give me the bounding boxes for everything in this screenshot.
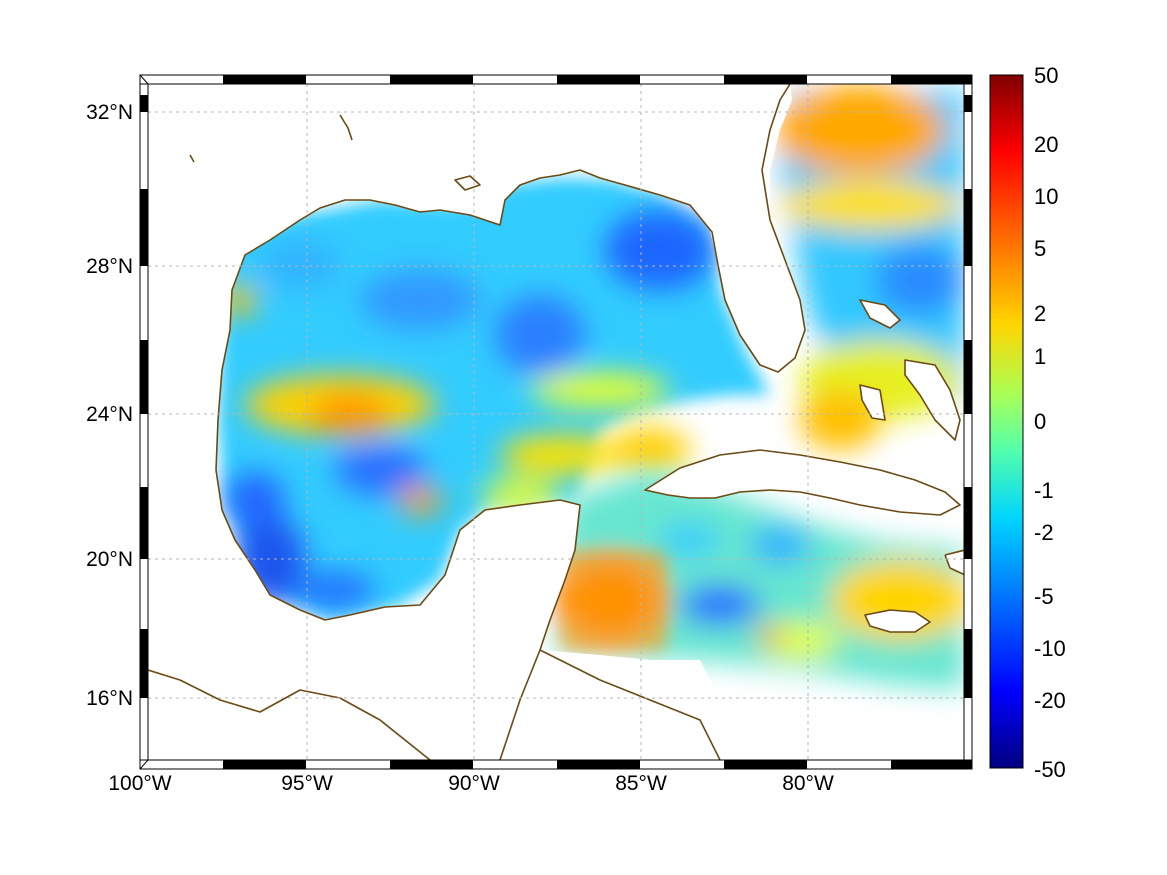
- colorbar-label-neg1: -1: [1034, 478, 1054, 503]
- colorbar-gradient: [989, 74, 1024, 769]
- colorbar: 50 20 10 5 2 1 0 -1 -2 -5 -10 -20 -50: [989, 63, 1066, 782]
- data-field: [218, 85, 964, 690]
- lat-label-32n: 32°N: [86, 101, 133, 124]
- colorbar-label-neg10: -10: [1034, 636, 1066, 661]
- colorbar-label-1: 1: [1034, 344, 1046, 369]
- map-frame: [139, 74, 973, 770]
- coastline: [148, 84, 964, 760]
- colorbar-label-10: 10: [1034, 184, 1058, 209]
- lon-label-90w: 90°W: [448, 772, 500, 795]
- colorbar-label-neg2: -2: [1034, 520, 1054, 545]
- lon-label-80w: 80°W: [782, 772, 834, 795]
- lon-label-85w: 85°W: [615, 772, 667, 795]
- colorbar-label-5: 5: [1034, 236, 1046, 261]
- colorbar-label-neg5: -5: [1034, 584, 1054, 609]
- lat-label-24n: 24°N: [86, 403, 133, 426]
- lon-label-100w: 100°W: [108, 772, 171, 795]
- lat-label-16n: 16°N: [86, 687, 133, 710]
- land-mask: [148, 84, 964, 760]
- colorbar-label-20: 20: [1034, 132, 1058, 157]
- colorbar-label-0: 0: [1034, 409, 1046, 434]
- latitude-labels: 32°N 28°N 24°N 20°N 16°N: [86, 101, 133, 710]
- colorbar-label-50: 50: [1034, 63, 1058, 88]
- lat-label-28n: 28°N: [86, 255, 133, 278]
- graticule: [148, 84, 964, 760]
- lon-label-95w: 95°W: [281, 772, 333, 795]
- colorbar-label-2: 2: [1034, 301, 1046, 326]
- lat-label-20n: 20°N: [86, 548, 133, 571]
- longitude-labels: 100°W 95°W 90°W 85°W 80°W: [108, 772, 834, 795]
- colorbar-label-neg20: -20: [1034, 688, 1066, 713]
- colorbar-label-neg50: -50: [1034, 757, 1066, 782]
